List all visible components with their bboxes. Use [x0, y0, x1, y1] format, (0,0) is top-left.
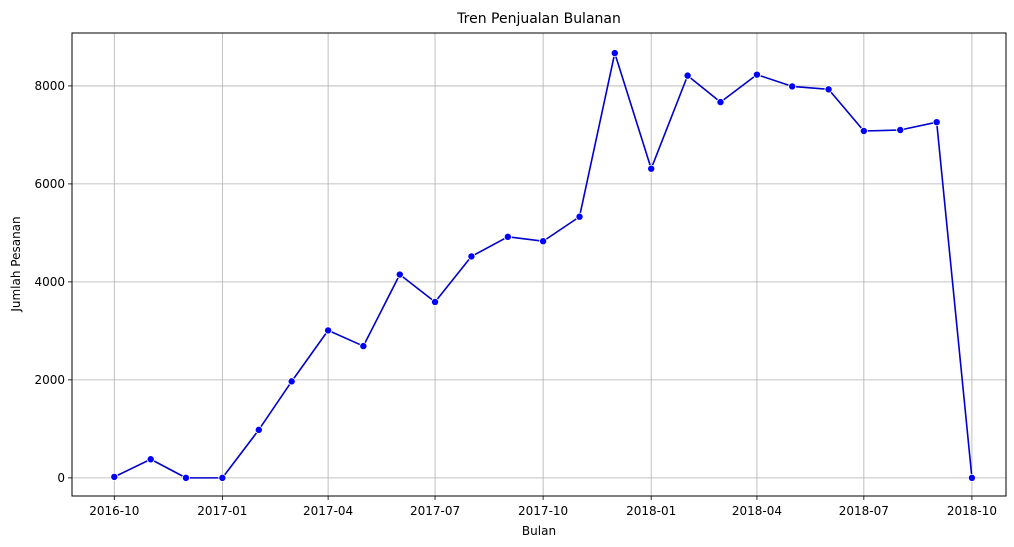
data-point [146, 455, 155, 464]
x-tick-label: 2017-01 [197, 504, 247, 518]
data-point [824, 85, 833, 94]
plot-area-frame [71, 32, 1007, 497]
x-tick-label: 2017-04 [303, 504, 353, 518]
data-point [395, 270, 404, 279]
x-axis-title: Bulan [522, 524, 556, 538]
data-point [647, 164, 656, 173]
x-tick-label: 2017-07 [410, 504, 460, 518]
data-point [254, 425, 263, 434]
data-point [359, 342, 368, 351]
data-point [503, 232, 512, 241]
y-tick-label: 2000 [34, 373, 65, 387]
data-point [859, 126, 868, 135]
data-point [467, 252, 476, 261]
data-point [218, 473, 227, 482]
data-point [181, 473, 190, 482]
data-point [967, 473, 976, 482]
data-point [752, 70, 761, 79]
series-layer [110, 49, 976, 482]
grid [72, 33, 1006, 496]
x-tick-label: 2018-01 [626, 504, 676, 518]
data-point [716, 98, 725, 107]
data-point [683, 71, 692, 80]
x-tick-label: 2018-07 [839, 504, 889, 518]
data-point [539, 237, 548, 246]
data-point [932, 118, 941, 127]
y-tick-label: 0 [57, 471, 65, 485]
y-tick-label: 6000 [34, 177, 65, 191]
data-point [431, 297, 440, 306]
x-tick-label: 2018-10 [947, 504, 997, 518]
data-point [788, 82, 797, 91]
x-tick-label: 2018-04 [732, 504, 782, 518]
y-tick-label: 4000 [34, 275, 65, 289]
data-point [287, 377, 296, 386]
data-point [610, 49, 619, 58]
data-point [896, 126, 905, 135]
x-tick-label: 2017-10 [518, 504, 568, 518]
x-tick-label: 2016-10 [89, 504, 139, 518]
y-tick-label: 8000 [34, 79, 65, 93]
chart-title: Tren Penjualan Bulanan [456, 11, 621, 27]
y-axis-title: Jumlah Pesanan [9, 216, 23, 312]
data-point [324, 326, 333, 335]
axis-ticks: 2016-10 2017-01 2017-04 2017-07 2017-10 2018-… [34, 79, 997, 518]
data-point [575, 212, 584, 221]
data-point [110, 472, 119, 481]
